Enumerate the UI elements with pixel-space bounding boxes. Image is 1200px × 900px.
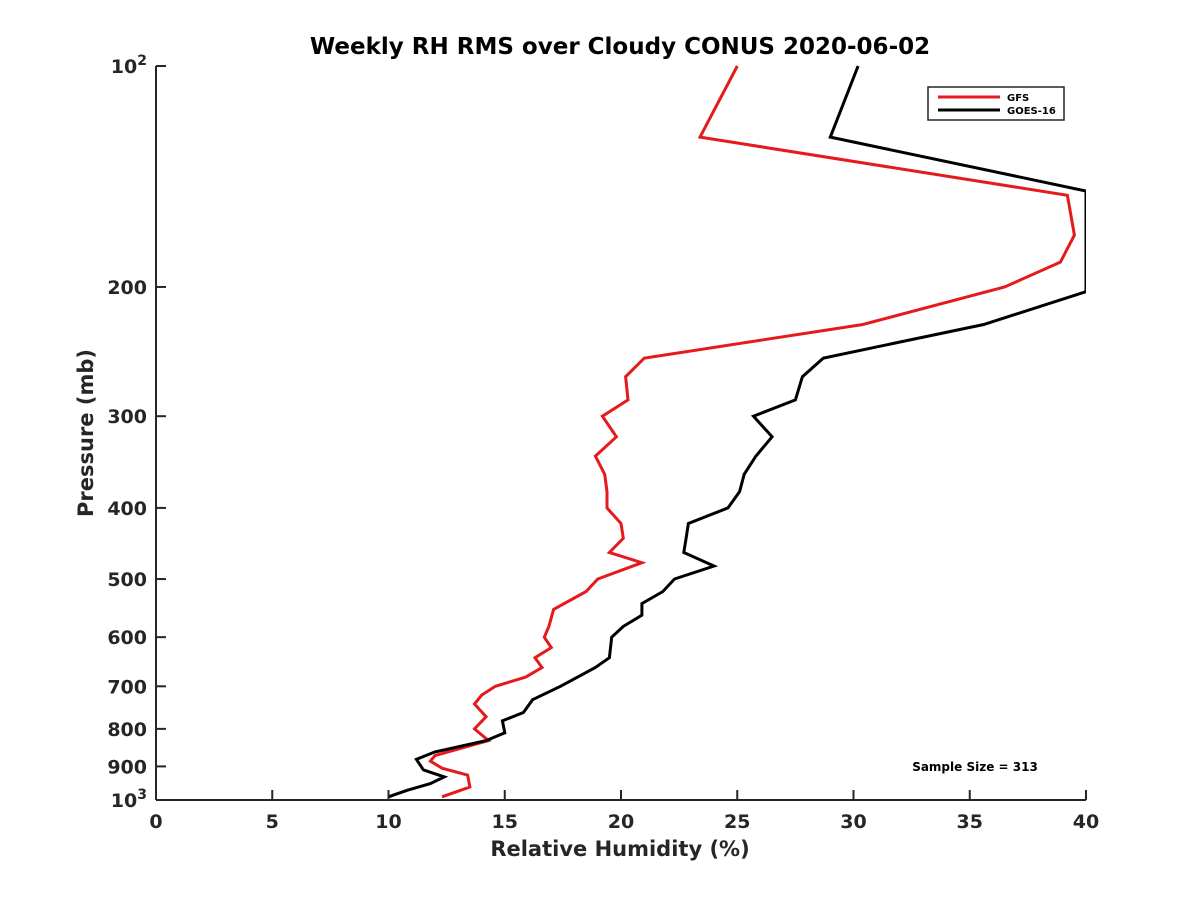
series-group: [388, 65, 1086, 799]
x-tick-label: 35: [957, 811, 983, 833]
legend-label-goes-16: GOES-16: [1007, 106, 1056, 117]
x-tick-label: 25: [724, 811, 750, 833]
series-line-goes-16: [388, 65, 1086, 799]
y-tick-label: 400: [107, 498, 147, 520]
chart-title: Weekly RH RMS over Cloudy CONUS 2020-06-…: [310, 34, 930, 60]
x-axis-label: Relative Humidity (%): [490, 837, 749, 861]
y-tick-label: 700: [107, 676, 147, 698]
y-tick-label: 500: [107, 569, 147, 591]
plot-lines: [388, 65, 1086, 799]
x-tick-label: 40: [1073, 811, 1099, 833]
x-tick-label: 30: [840, 811, 866, 833]
y-tick-label: 800: [107, 719, 147, 741]
axes: 0 5 10 15 20 25 30 35 40 102 200 300 400 500 600 700 800…: [107, 53, 1099, 833]
series-line-gfs: [428, 65, 1076, 799]
legend-label-gfs: GFS: [1007, 93, 1029, 104]
y-axis-label: Pressure (mb): [74, 349, 98, 517]
y-tick-label: 200: [107, 277, 147, 299]
legend: GFS GOES-16: [927, 86, 1065, 121]
legend-box: [927, 86, 1065, 121]
y-tick-label: 900: [107, 756, 147, 778]
x-tick-label: 10: [375, 811, 401, 833]
x-tick-label: 0: [149, 811, 162, 833]
y-tick-label: 600: [107, 627, 147, 649]
x-tick-label: 20: [608, 811, 634, 833]
x-tick-label: 5: [266, 811, 279, 833]
y-tick-label: 102: [111, 53, 147, 78]
x-tick-label: 15: [492, 811, 518, 833]
y-tick-label: 300: [107, 406, 147, 428]
sample-size-annotation: Sample Size = 313: [912, 760, 1038, 774]
y-tick-label: 103: [111, 787, 147, 812]
